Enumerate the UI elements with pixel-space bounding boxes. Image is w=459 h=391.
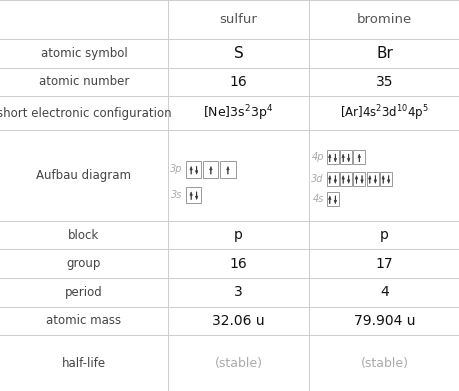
Text: 3p: 3p [170, 165, 182, 174]
FancyArrow shape [368, 176, 370, 183]
Bar [186, 187, 201, 203]
Text: 3d: 3d [311, 174, 323, 184]
Bar [366, 172, 378, 186]
Text: 4: 4 [379, 285, 388, 299]
FancyArrow shape [386, 176, 389, 183]
Text: 3: 3 [234, 285, 242, 299]
FancyArrow shape [360, 176, 363, 183]
Text: Br: Br [375, 46, 392, 61]
Text: Aufbau diagram: Aufbau diagram [36, 169, 131, 182]
Text: 16: 16 [229, 75, 247, 89]
Bar [220, 161, 235, 178]
Bar [339, 150, 351, 164]
Bar [353, 172, 364, 186]
FancyArrow shape [226, 167, 229, 174]
FancyArrow shape [328, 196, 330, 204]
FancyArrow shape [341, 154, 344, 162]
FancyArrow shape [341, 176, 344, 183]
Text: sulfur: sulfur [219, 13, 257, 26]
Text: atomic number: atomic number [39, 75, 129, 88]
Bar [326, 192, 338, 206]
Text: S: S [233, 46, 243, 61]
FancyArrow shape [328, 176, 330, 183]
FancyArrow shape [195, 167, 197, 174]
Bar [339, 172, 351, 186]
FancyArrow shape [328, 154, 330, 162]
FancyArrow shape [209, 167, 212, 174]
Bar [203, 161, 218, 178]
FancyArrow shape [381, 176, 384, 183]
Bar [326, 150, 338, 164]
FancyArrow shape [333, 196, 336, 204]
FancyArrow shape [333, 154, 336, 162]
Text: p: p [234, 228, 242, 242]
FancyArrow shape [354, 176, 357, 183]
Text: 3s: 3s [171, 190, 182, 200]
Bar [186, 161, 201, 178]
FancyArrow shape [190, 192, 192, 200]
Text: group: group [67, 257, 101, 270]
Text: atomic mass: atomic mass [46, 314, 121, 327]
FancyArrow shape [333, 176, 336, 183]
Text: 16: 16 [229, 257, 247, 271]
Text: (stable): (stable) [360, 357, 408, 369]
Text: p: p [379, 228, 388, 242]
FancyArrow shape [347, 176, 349, 183]
FancyArrow shape [195, 192, 197, 200]
Text: 79.904 u: 79.904 u [353, 314, 414, 328]
Text: (stable): (stable) [214, 357, 262, 369]
Text: 4s: 4s [312, 194, 323, 204]
Text: bromine: bromine [356, 13, 411, 26]
FancyArrow shape [347, 154, 349, 162]
FancyArrow shape [357, 154, 360, 162]
FancyArrow shape [190, 167, 192, 174]
Text: block: block [68, 229, 99, 242]
Text: 32.06 u: 32.06 u [212, 314, 264, 328]
Text: period: period [65, 286, 103, 299]
Text: 17: 17 [375, 257, 392, 271]
Text: half-life: half-life [62, 357, 106, 369]
Text: $\mathregular{[Ar]4s^23d^{10}4p^5}$: $\mathregular{[Ar]4s^23d^{10}4p^5}$ [340, 103, 428, 123]
Bar [326, 172, 338, 186]
Text: atomic symbol: atomic symbol [40, 47, 127, 60]
Text: $\mathregular{[Ne]3s^23p^4}$: $\mathregular{[Ne]3s^23p^4}$ [203, 103, 273, 123]
FancyArrow shape [373, 176, 376, 183]
Text: short electronic configuration: short electronic configuration [0, 107, 171, 120]
Text: 4p: 4p [311, 152, 323, 162]
Bar [379, 172, 391, 186]
Bar [353, 150, 364, 164]
Text: 35: 35 [375, 75, 392, 89]
